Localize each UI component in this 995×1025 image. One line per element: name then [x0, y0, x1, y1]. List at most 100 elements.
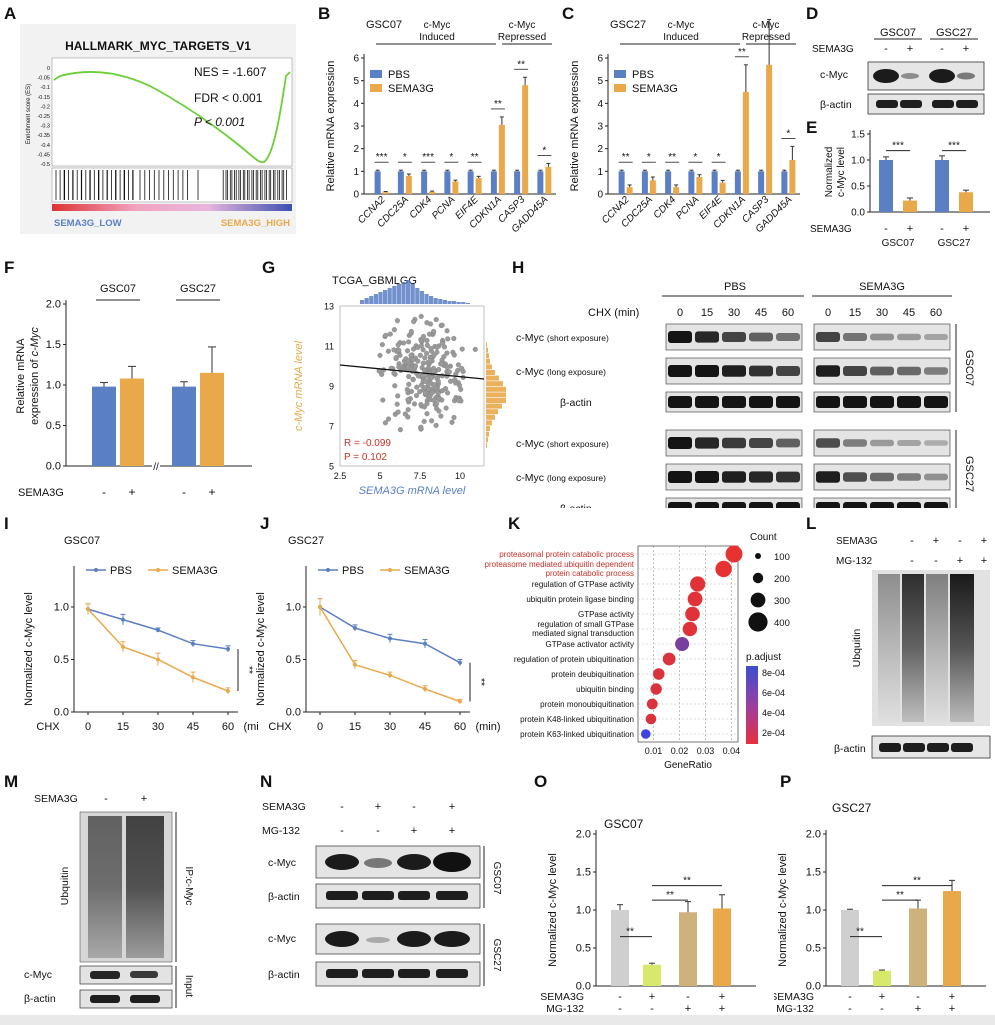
chart-p-title: GSC27: [832, 801, 872, 815]
blot-l-actin-label: β-actin: [834, 743, 866, 755]
blot-m-ip-label: IP:c-Myc: [183, 867, 194, 906]
data-point: [438, 413, 444, 419]
time-point: 0: [825, 307, 831, 319]
data-point: [428, 375, 435, 381]
blot-m-cmyc-label: c-Myc: [24, 969, 52, 981]
blot-n-row-2-sign: +: [411, 825, 417, 837]
data-point: [424, 342, 430, 348]
gsea-ytick-label: 0: [47, 66, 50, 72]
blot-d-cmyc-label: c-Myc: [820, 69, 848, 81]
band: [924, 334, 948, 340]
histogram-bar: [486, 364, 492, 370]
legend-marker: [388, 568, 392, 572]
blot-d-row-label: SEMA3G: [812, 44, 854, 55]
blot-h-plot: PBS SEMA3G CHX (min) 0 15 30 45 60 0 15 30 45 60 c-My…: [516, 281, 975, 508]
bar: [879, 160, 893, 212]
chart-e-plot: 0.0 0.5 1.0 1.5 - + - + *** *** SEMA3G GSC07 GSC27: [810, 130, 990, 249]
band: [398, 969, 430, 978]
chart-i-title: GSC07: [64, 535, 100, 547]
legend-dot: [750, 592, 766, 608]
blot-row-label: c-Myc (short exposure): [516, 438, 609, 450]
chart-o-title: GSC07: [604, 817, 644, 831]
significance-label: *: [403, 152, 407, 163]
y-tick-label: 1.0: [851, 156, 865, 167]
y-tick-label: 3: [597, 122, 603, 133]
data-point: [414, 384, 420, 390]
histogram-bar: [401, 282, 406, 304]
bar: [429, 191, 436, 194]
term-label: proteasomal protein catabolic process: [499, 550, 634, 559]
blot-n-actin-label-1: β-actin: [268, 891, 300, 903]
chart-c-group-2-line2: Repressed: [742, 32, 790, 43]
data-point: [411, 401, 418, 407]
time-point: 60: [782, 307, 794, 319]
histogram-bar: [486, 426, 490, 431]
bar: [643, 964, 661, 986]
correlation-p: P = 0.102: [344, 452, 387, 463]
gsea-plot: HALLMARK_MYC_TARGETS_V1 Enrichment score…: [20, 24, 296, 234]
histogram-bar: [486, 414, 495, 420]
legend-label: SEMA3G: [388, 83, 434, 95]
band: [927, 743, 949, 752]
data-point: [388, 673, 392, 678]
histogram-bar: [486, 431, 489, 437]
legend-label: PBS: [388, 69, 410, 81]
band: [816, 438, 840, 448]
bar: [537, 171, 544, 194]
significance-label: *: [542, 145, 546, 156]
panel-letter-h: H: [512, 258, 525, 277]
band: [843, 366, 867, 376]
bar: [200, 372, 224, 466]
band: [366, 937, 390, 943]
data-point: [423, 686, 427, 691]
y-tick-label: 1: [597, 167, 603, 178]
x-axis-prefix: CHX: [36, 721, 60, 733]
histogram-bar: [452, 301, 457, 304]
term-label: protein K48-linked ubiquitination: [520, 715, 634, 724]
y-tick-label: 0: [597, 190, 603, 201]
legend-swatch-sema3g: [614, 84, 626, 92]
data-point: [393, 355, 399, 361]
gsea-ytick-label: -0.05: [37, 76, 50, 82]
data-point: [392, 383, 398, 389]
row-label: MG-132: [546, 1003, 584, 1012]
data-point: [394, 318, 400, 324]
data-point: [385, 348, 391, 354]
blot-d-actin-strip: [867, 93, 985, 115]
data-point: [421, 404, 428, 410]
bar: [873, 970, 891, 986]
significance-label: **: [494, 99, 502, 110]
band: [924, 502, 948, 508]
band: [668, 331, 692, 343]
x-tick-label: 0: [317, 721, 323, 733]
band: [126, 816, 164, 958]
y-axis-label: Relative mRNA expression: [325, 61, 337, 192]
chart-b-group-1-line1: c-Myc: [424, 20, 451, 31]
blot-row-label: β-actin: [560, 397, 592, 409]
dot-plot-k: proteasomal protein catabolic process pro…: [485, 532, 790, 770]
histogram-bar: [415, 288, 420, 304]
panel-letter-a: A: [4, 4, 17, 23]
data-point: [434, 349, 440, 355]
time-point: 30: [728, 307, 740, 319]
gsea-rank-gradient: [52, 204, 292, 211]
term-label: protein K63-linked ubiquitination: [520, 730, 634, 739]
data-point: [395, 409, 401, 415]
gsea-low-label: SEMA3G_LOW: [54, 218, 122, 229]
blot-d-sign-3: -: [940, 43, 944, 55]
bar: [618, 171, 625, 194]
data-point: [424, 337, 430, 344]
band: [88, 816, 122, 958]
term-label: protein monoubiquitination: [540, 700, 634, 709]
significance-label: **: [683, 876, 691, 887]
x-tick-label: PCNA: [674, 194, 702, 222]
data-point: [404, 348, 411, 354]
data-point: [397, 352, 403, 358]
row-sign: -: [618, 1003, 622, 1012]
band: [816, 396, 840, 408]
chart-b-group-2-line2: Repressed: [498, 32, 546, 43]
histogram-bar: [424, 294, 429, 304]
blot-n-row-2-sign: +: [449, 825, 455, 837]
y-tick-label: 0.5: [806, 943, 821, 955]
y-tick-label: 1: [353, 167, 359, 178]
